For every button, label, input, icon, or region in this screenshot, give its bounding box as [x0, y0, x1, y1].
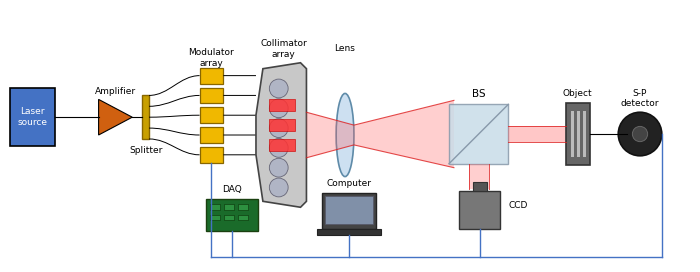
Circle shape: [270, 158, 288, 177]
Polygon shape: [307, 100, 454, 168]
Text: Lens: Lens: [335, 44, 356, 53]
Ellipse shape: [336, 94, 354, 177]
FancyBboxPatch shape: [211, 204, 220, 210]
FancyBboxPatch shape: [199, 127, 223, 143]
Polygon shape: [449, 104, 508, 164]
Text: S-P
detector: S-P detector: [621, 89, 659, 108]
Text: Splitter: Splitter: [129, 146, 162, 155]
FancyBboxPatch shape: [10, 88, 55, 146]
FancyBboxPatch shape: [566, 103, 589, 165]
Polygon shape: [508, 126, 566, 142]
Text: Amplifier: Amplifier: [95, 87, 136, 96]
Circle shape: [270, 178, 288, 197]
FancyBboxPatch shape: [269, 99, 295, 111]
Text: Object: Object: [563, 89, 592, 98]
FancyBboxPatch shape: [224, 215, 234, 220]
Polygon shape: [99, 99, 132, 135]
FancyBboxPatch shape: [473, 181, 486, 191]
FancyBboxPatch shape: [224, 204, 234, 210]
Text: Modulator
array: Modulator array: [188, 48, 234, 67]
FancyBboxPatch shape: [211, 215, 220, 220]
FancyBboxPatch shape: [238, 204, 248, 210]
Polygon shape: [256, 63, 307, 207]
Text: Collimator
array: Collimator array: [260, 39, 307, 58]
FancyBboxPatch shape: [459, 191, 500, 229]
FancyBboxPatch shape: [577, 111, 580, 157]
Circle shape: [618, 112, 662, 156]
Text: CCD: CCD: [509, 201, 528, 210]
Circle shape: [270, 138, 288, 157]
FancyBboxPatch shape: [570, 111, 574, 157]
FancyBboxPatch shape: [269, 119, 295, 131]
Circle shape: [632, 126, 648, 142]
Text: BS: BS: [472, 89, 486, 100]
Text: Laser
source: Laser source: [18, 107, 48, 127]
FancyBboxPatch shape: [326, 196, 373, 224]
FancyBboxPatch shape: [322, 193, 376, 229]
FancyBboxPatch shape: [269, 139, 295, 151]
Circle shape: [270, 79, 288, 98]
Polygon shape: [469, 164, 489, 190]
Text: DAQ: DAQ: [223, 185, 242, 194]
FancyBboxPatch shape: [317, 229, 381, 235]
FancyBboxPatch shape: [142, 95, 149, 139]
FancyBboxPatch shape: [238, 215, 248, 220]
Text: Computer: Computer: [326, 179, 372, 188]
FancyBboxPatch shape: [582, 111, 586, 157]
FancyBboxPatch shape: [206, 199, 258, 231]
Circle shape: [270, 99, 288, 118]
FancyBboxPatch shape: [199, 68, 223, 84]
Circle shape: [270, 119, 288, 137]
FancyBboxPatch shape: [199, 147, 223, 163]
FancyBboxPatch shape: [199, 107, 223, 123]
FancyBboxPatch shape: [199, 88, 223, 103]
